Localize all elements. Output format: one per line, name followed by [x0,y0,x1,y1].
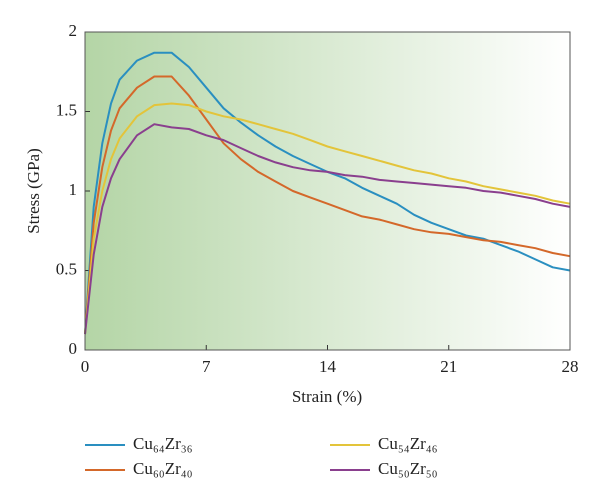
y-tick-label: 0.5 [56,259,77,278]
x-axis-label: Strain (%) [292,387,362,406]
x-tick-label: 0 [81,357,90,376]
legend-label: Cu₅₀Zr₅₀ [378,459,438,478]
x-tick-label: 14 [319,357,337,376]
legend-label: Cu₆₄Zr₃₆ [133,434,193,453]
series-line [84,123,571,335]
series-line [84,75,571,335]
plot-background [85,32,570,350]
series-line [84,102,571,335]
plot-frame [84,31,571,351]
y-tick-label: 0 [69,339,78,358]
legend-label: Cu₅₄Zr₄₆ [378,434,438,453]
y-tick-label: 2 [69,21,78,40]
y-tick-label: 1 [69,180,78,199]
x-tick-label: 28 [562,357,579,376]
y-axis-label: Stress (GPa) [24,148,43,233]
x-tick-label: 21 [440,357,457,376]
legend-label: Cu₆₀Zr₄₀ [133,459,193,478]
y-tick-label: 1.5 [56,100,77,119]
series-line [84,51,571,335]
x-tick-label: 7 [202,357,211,376]
